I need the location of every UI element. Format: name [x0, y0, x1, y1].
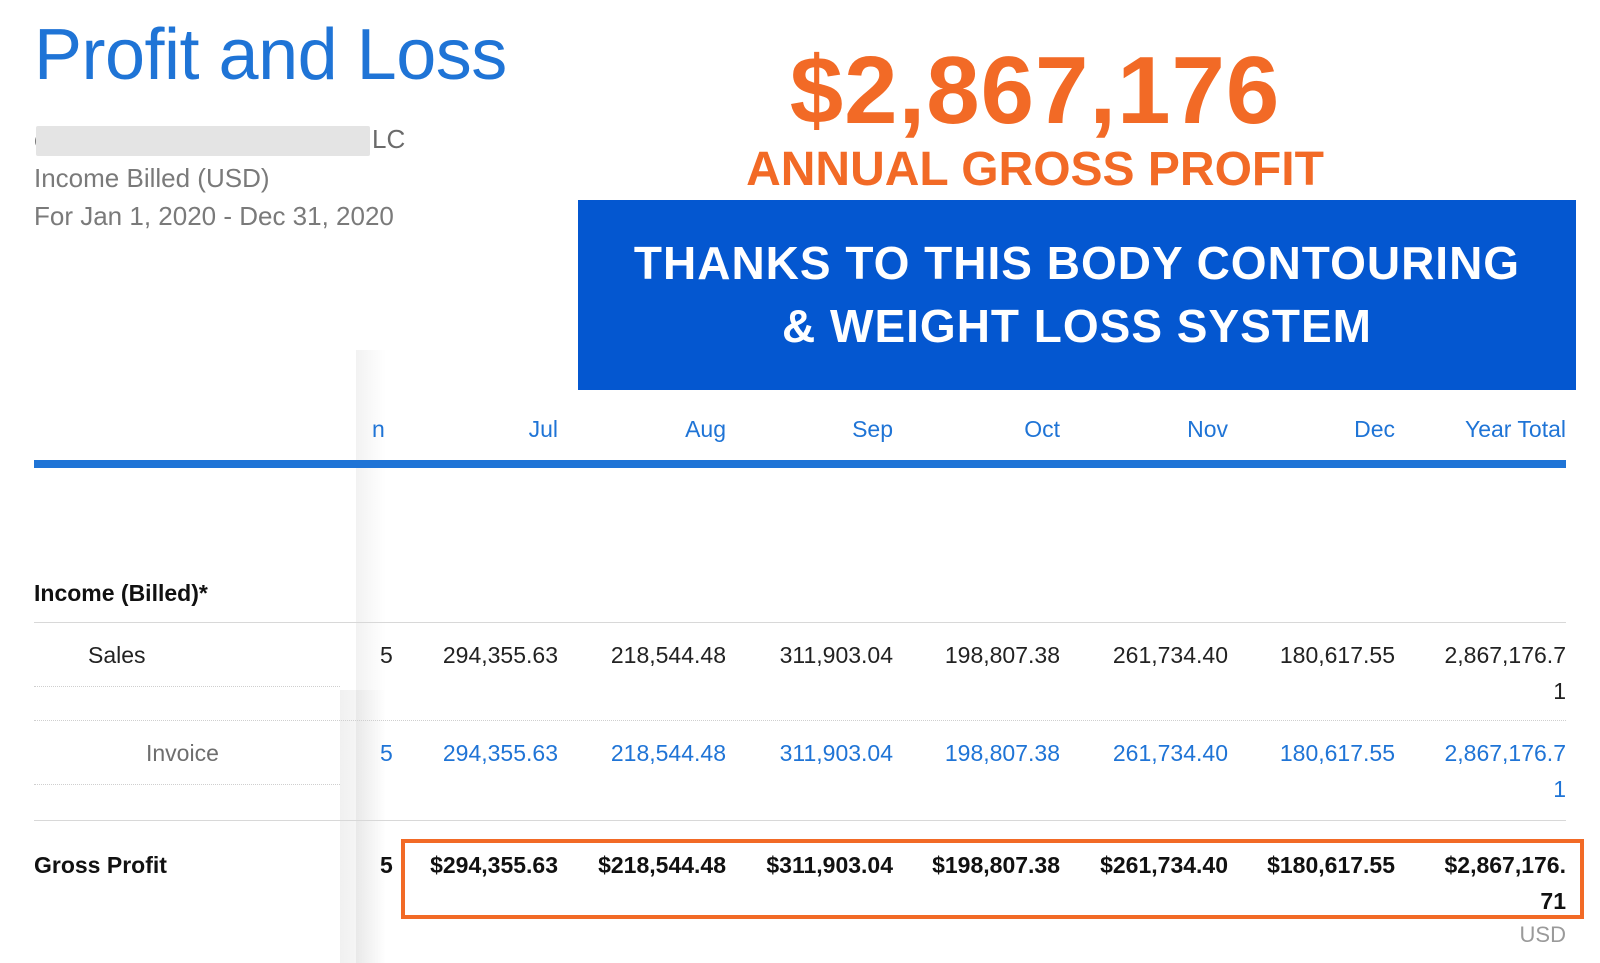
promo-banner: THANKS TO THIS BODY CONTOURING & WEIGHT …: [578, 200, 1576, 390]
column-header-nov[interactable]: Nov: [1187, 416, 1228, 442]
row-divider: [34, 686, 340, 687]
redaction-bar: [36, 126, 370, 156]
invoice-jul-link[interactable]: 294,355.63: [442, 740, 558, 766]
sales-fragment: 5: [380, 642, 393, 668]
sales-jul: 294,355.63: [442, 642, 558, 668]
currency-label: USD: [1519, 922, 1566, 947]
sales-nov: 261,734.40: [1112, 642, 1228, 668]
column-header-aug[interactable]: Aug: [685, 416, 726, 442]
sales-year-total: 2,867,176.7: [1444, 642, 1566, 668]
column-header-fragment: n: [372, 416, 385, 442]
gross-aug: $218,544.48: [598, 852, 726, 878]
sales-aug: 218,544.48: [610, 642, 726, 668]
column-header-year-total[interactable]: Year Total: [1464, 416, 1566, 442]
column-header-jul[interactable]: Jul: [528, 416, 558, 442]
invoice-nov-link[interactable]: 261,734.40: [1112, 740, 1228, 766]
gross-fragment: 5: [380, 852, 393, 878]
gross-sep: $311,903.04: [766, 852, 893, 878]
row-label-gross-profit: Gross Profit: [34, 852, 167, 878]
sales-dec: 180,617.55: [1279, 642, 1395, 668]
banner-line-2: & WEIGHT LOSS SYSTEM: [782, 300, 1372, 352]
invoice-sep-link[interactable]: 311,903.04: [779, 740, 893, 766]
column-header-oct[interactable]: Oct: [1024, 416, 1060, 442]
gross-nov: $261,734.40: [1100, 852, 1228, 878]
row-label-sales: Sales: [88, 642, 146, 668]
sales-year-total-wrap: 1: [1553, 678, 1566, 704]
report-subtitle: Income Billed (USD): [34, 163, 270, 193]
row-divider: [34, 720, 1566, 721]
gross-oct: $198,807.38: [932, 852, 1060, 878]
gross-year-total-wrap: 71: [1540, 888, 1566, 914]
headline-amount: $2,867,176: [789, 37, 1281, 144]
report-period: For Jan 1, 2020 - Dec 31, 2020: [34, 201, 394, 231]
gross-year-total: $2,867,176.: [1444, 852, 1566, 878]
section-divider: [34, 820, 1566, 821]
header-rule: [34, 460, 1566, 468]
headline-caption: ANNUAL GROSS PROFIT: [746, 143, 1324, 196]
column-header-dec[interactable]: Dec: [1354, 416, 1395, 442]
report-title: Profit and Loss: [34, 15, 507, 95]
invoice-dec-link[interactable]: 180,617.55: [1279, 740, 1395, 766]
sales-oct: 198,807.38: [944, 642, 1060, 668]
invoice-year-total-wrap[interactable]: 1: [1553, 776, 1566, 802]
invoice-year-total-link[interactable]: 2,867,176.7: [1444, 740, 1566, 766]
fold-shadow: [356, 350, 386, 963]
gross-jul: $294,355.63: [430, 852, 558, 878]
fold-shadow-lower: [340, 690, 386, 963]
section-divider: [34, 622, 1566, 623]
banner-line-1: THANKS TO THIS BODY CONTOURING: [633, 237, 1521, 290]
row-label-invoice: Invoice: [146, 740, 219, 766]
row-divider: [34, 784, 340, 785]
invoice-fragment[interactable]: 5: [380, 740, 393, 766]
column-header-sep[interactable]: Sep: [852, 416, 893, 442]
sales-sep: 311,903.04: [779, 642, 893, 668]
highlight-box: [401, 839, 1584, 919]
company-name-suffix: LC: [372, 124, 406, 154]
section-label-income: Income (Billed)*: [34, 580, 208, 606]
gross-dec: $180,617.55: [1267, 852, 1395, 878]
invoice-aug-link[interactable]: 218,544.48: [610, 740, 726, 766]
invoice-oct-link[interactable]: 198,807.38: [944, 740, 1060, 766]
